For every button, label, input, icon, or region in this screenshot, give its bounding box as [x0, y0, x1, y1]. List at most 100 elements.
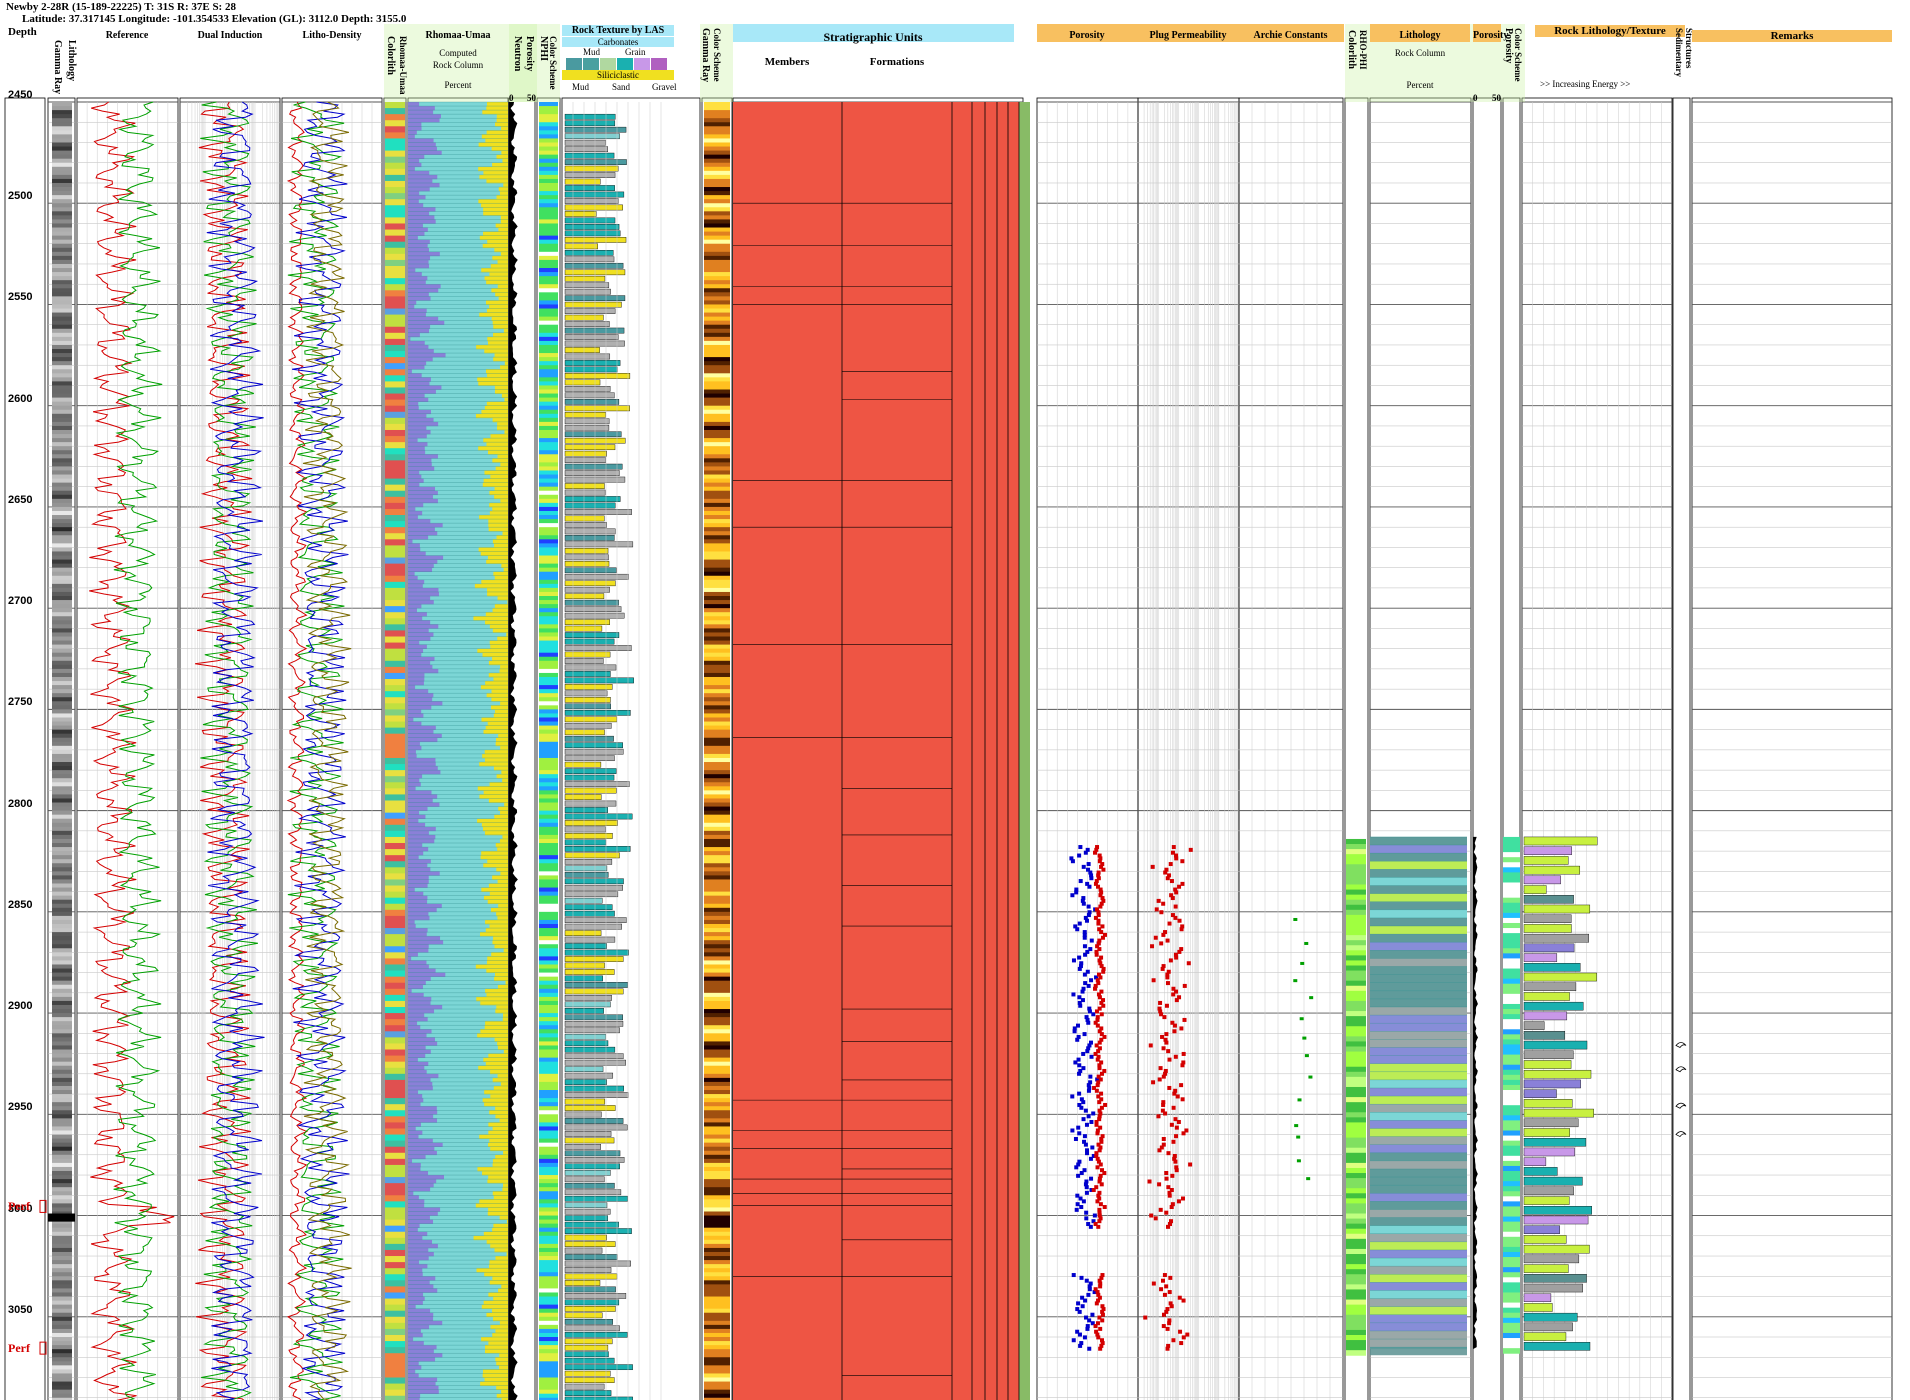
- colorlith2-band: [1346, 1233, 1366, 1240]
- dolomite-fill: [408, 887, 415, 892]
- rock-texture-bar: [1523, 1040, 1588, 1050]
- colorlith2-band: [1346, 1269, 1366, 1275]
- lithology-band: [1370, 1274, 1467, 1283]
- core-data-point: [1173, 1054, 1178, 1059]
- nphi-color-band: [539, 632, 558, 637]
- gamma-ray-band: [52, 591, 72, 597]
- nphi-color-band: [539, 421, 558, 427]
- archie-point: [1300, 961, 1305, 965]
- gr-color-band: [704, 454, 730, 459]
- porosity-color-band: [1503, 1332, 1520, 1339]
- gamma-ray-band: [52, 656, 72, 662]
- nphi-color-band: [539, 919, 558, 925]
- lithology-band: [1370, 1031, 1467, 1040]
- porosity-color-band: [1503, 1267, 1520, 1273]
- core-data-point: [1096, 981, 1101, 986]
- texture-bar: [564, 334, 619, 340]
- texture-bar: [564, 606, 622, 612]
- dolomite-fill: [408, 134, 415, 139]
- gamma-ray-band: [52, 498, 72, 504]
- lithology-band: [1370, 1039, 1467, 1048]
- texture-bar: [564, 807, 608, 813]
- texture-bar: [564, 917, 627, 923]
- gamma-ray-band: [52, 620, 72, 625]
- nphi-color-band: [539, 413, 558, 419]
- sand-fill: [495, 1106, 508, 1111]
- nphi-color-band: [539, 494, 558, 500]
- lithology-band: [1370, 1217, 1467, 1226]
- core-data-point: [1162, 1292, 1167, 1297]
- lithology-band: [1370, 1023, 1467, 1032]
- colorlith-band: [385, 302, 405, 310]
- dolomite-fill: [408, 984, 423, 990]
- sand-fill: [486, 968, 508, 973]
- nphi-color-band: [539, 1308, 558, 1314]
- core-data-point: [1097, 1190, 1102, 1195]
- dolomite-fill: [408, 401, 419, 406]
- core-data-point: [1086, 904, 1091, 909]
- gamma-ray-band: [52, 1300, 72, 1306]
- gr-color-band: [704, 405, 730, 411]
- nphi-color-band: [539, 523, 558, 528]
- sand-fill: [488, 660, 508, 666]
- nphi-color-band: [539, 1292, 558, 1298]
- porosity2-title: Porosity: [1473, 30, 1509, 41]
- colorlith-band: [385, 612, 405, 619]
- colorlith-band: [385, 1177, 405, 1184]
- texture-mud-label: Mud: [583, 47, 601, 57]
- gamma-ray-band: [52, 515, 72, 520]
- sand-fill: [488, 1175, 508, 1180]
- sand-fill: [485, 928, 508, 933]
- core-data-point: [1168, 1275, 1173, 1280]
- core-data-point: [1150, 944, 1155, 949]
- sand-fill: [491, 697, 508, 702]
- core-data-point: [1153, 1216, 1158, 1221]
- gamma-ray-band: [52, 685, 72, 690]
- texture-bar: [564, 697, 611, 703]
- sand-fill: [495, 1256, 508, 1261]
- track-frame: [1691, 97, 1893, 1400]
- dolomite-fill: [408, 826, 436, 832]
- colorlith-band: [385, 1061, 405, 1069]
- core-data-point: [1085, 847, 1090, 852]
- sand-fill: [488, 798, 508, 803]
- gr-color-band: [704, 1288, 730, 1293]
- sand-fill: [493, 676, 508, 682]
- texture-bar: [564, 897, 603, 904]
- gamma-ray-band: [52, 203, 72, 208]
- gr-color-band: [704, 685, 730, 690]
- core-data-point: [1077, 1332, 1082, 1337]
- gr-color-band: [704, 1341, 730, 1346]
- core-data-point: [1089, 938, 1094, 943]
- gr-color-band: [704, 838, 730, 844]
- nphi-color-band: [539, 1122, 558, 1127]
- gamma-ray-band: [52, 774, 72, 779]
- colorlith-band: [385, 132, 405, 139]
- core-data-point: [1084, 1190, 1089, 1195]
- colorlith-band: [385, 417, 405, 425]
- texture-bar: [564, 1118, 624, 1124]
- texture-bar: [564, 1150, 621, 1157]
- texture-bar: [564, 1105, 616, 1111]
- core-data-point: [1100, 896, 1105, 901]
- core-data-point: [1097, 1196, 1102, 1201]
- core-data-point: [1079, 1097, 1084, 1102]
- core-data-point: [1081, 896, 1086, 901]
- core-data-point: [1098, 1346, 1103, 1351]
- core-data-point: [1099, 1139, 1104, 1144]
- texture-bar: [564, 541, 634, 548]
- nphi-color-band: [539, 676, 558, 682]
- nphi-color-band: [539, 1280, 558, 1285]
- dolomite-fill: [408, 413, 427, 419]
- lithology-band: [1370, 990, 1467, 999]
- dolomite-fill: [408, 397, 429, 402]
- colorlith2-band: [1346, 1243, 1366, 1250]
- core-data-point: [1096, 1049, 1101, 1054]
- dolomite-fill: [408, 1223, 420, 1228]
- colorlith-band: [385, 982, 405, 990]
- rock-texture-bar: [1523, 1303, 1553, 1312]
- gamma-ray-band: [52, 757, 72, 763]
- core-data-point: [1095, 1332, 1100, 1337]
- gr-color-band: [704, 1227, 730, 1233]
- nphi-color-band: [539, 948, 558, 953]
